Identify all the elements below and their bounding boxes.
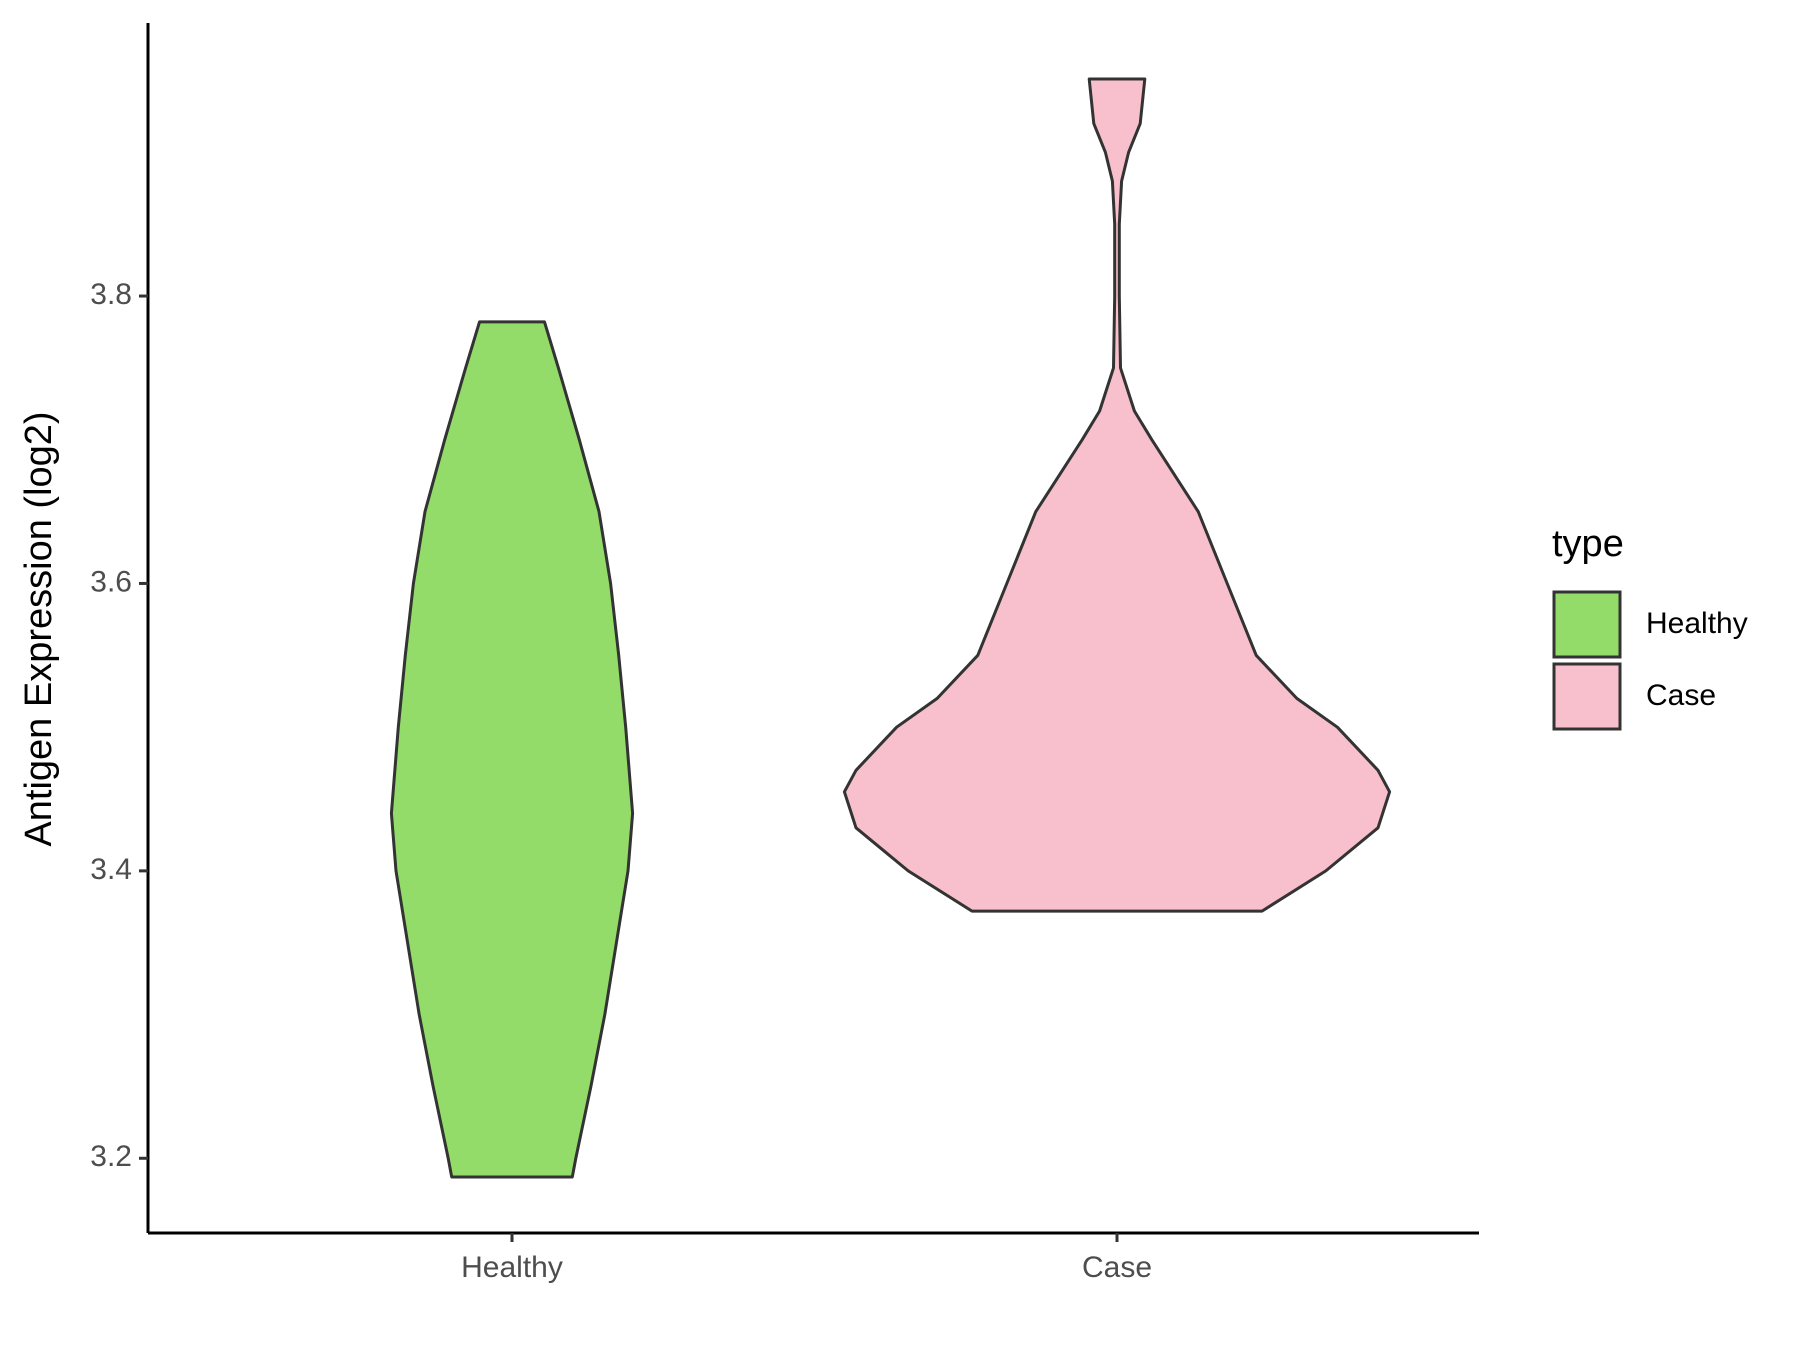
- legend-swatch: [1552, 662, 1622, 731]
- legend-title: type: [1552, 523, 1624, 565]
- violin: [389, 320, 635, 1179]
- y-axis-label: Antigen Expression (log2): [18, 411, 60, 846]
- violin: [842, 77, 1392, 913]
- y-tick-label: 3.8: [90, 278, 132, 311]
- legend-label: Case: [1646, 679, 1716, 712]
- x-tick-label: Healthy: [461, 1251, 563, 1284]
- y-tick-label: 3.6: [90, 565, 132, 598]
- x-tick-label: Case: [1082, 1251, 1152, 1284]
- legend-swatch: [1552, 590, 1622, 659]
- y-tick-label: 3.4: [90, 853, 132, 886]
- y-tick-label: 3.2: [90, 1140, 132, 1173]
- legend-label: Healthy: [1646, 607, 1748, 640]
